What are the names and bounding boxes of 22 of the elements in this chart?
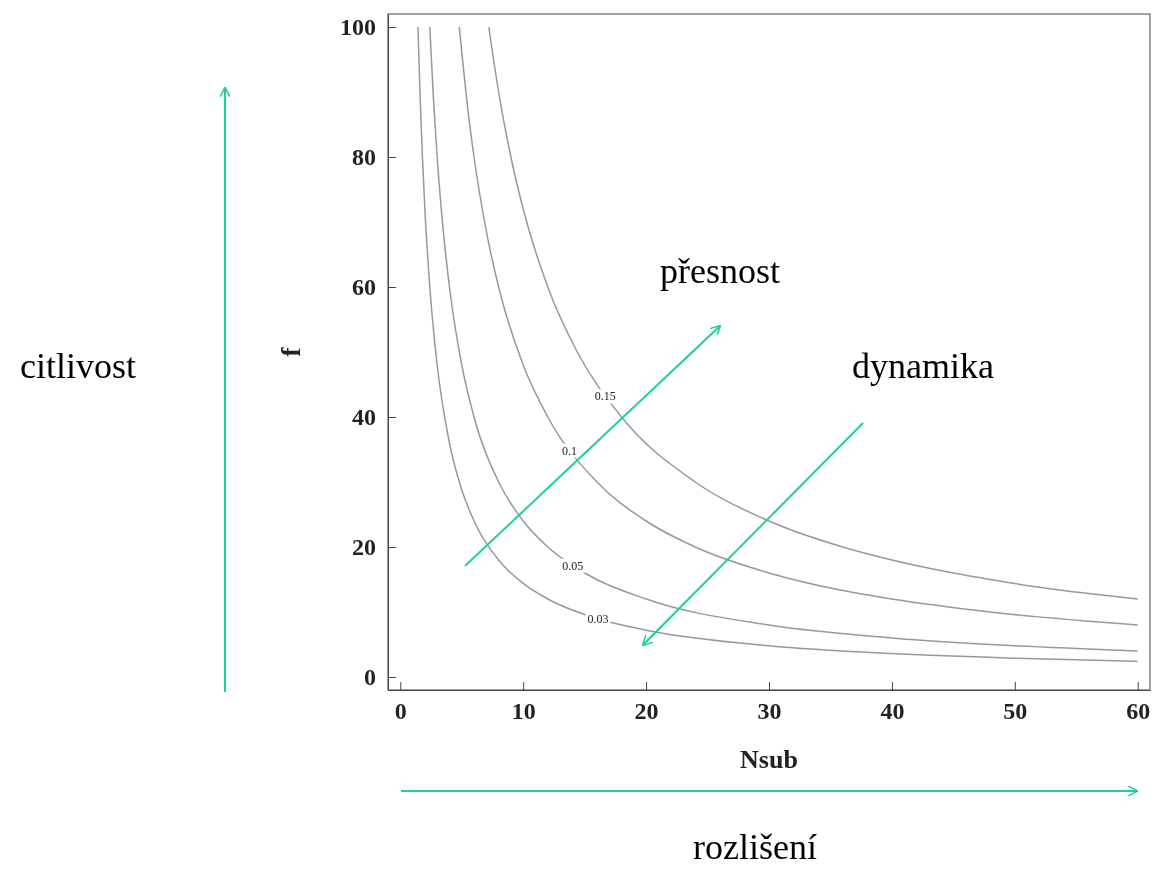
- x-tick-label: 10: [511, 698, 536, 725]
- x-tick-label: 0: [394, 698, 407, 725]
- x-tick-label: 40: [880, 698, 905, 725]
- x-axis-title: Nsub: [740, 745, 798, 774]
- series-label: 0.05: [562, 558, 584, 573]
- text: rozlišení: [693, 827, 817, 867]
- y-tick-label: 80: [352, 144, 376, 171]
- series-label: 0.15: [594, 389, 616, 404]
- text: citlivost: [20, 346, 136, 386]
- x-tick-label: 60: [1126, 698, 1151, 725]
- y-tick-label: 100: [340, 14, 376, 41]
- annotation: přesnost: [660, 251, 780, 291]
- y-tick-label: 40: [352, 404, 376, 431]
- series-label: 0.1: [562, 443, 577, 458]
- y-tick-label: 20: [352, 534, 376, 561]
- x-tick-label: 50: [1003, 698, 1028, 725]
- y-tick-label: 60: [352, 274, 376, 301]
- y-tick-label: 0: [364, 664, 376, 691]
- x-tick-label: 30: [757, 698, 782, 725]
- x-tick-label: 20: [634, 698, 659, 725]
- annotation: dynamika: [852, 346, 994, 386]
- y-axis-title: f: [275, 346, 306, 357]
